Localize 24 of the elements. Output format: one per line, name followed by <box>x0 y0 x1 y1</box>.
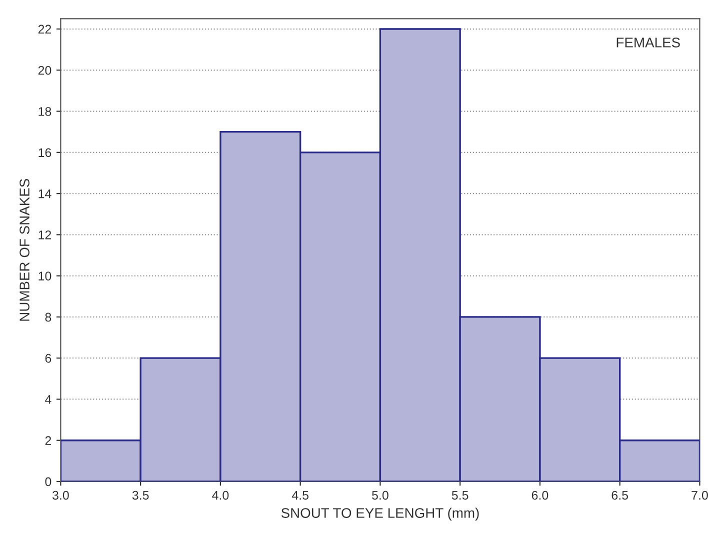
y-tick-label: 6 <box>45 354 52 363</box>
x-tick-label: 6.5 <box>612 490 628 500</box>
y-tick-label: 14 <box>38 189 52 198</box>
x-tick-label: 6.0 <box>532 490 548 500</box>
annotation: FEMALES <box>616 38 680 48</box>
y-tick-label: 2 <box>45 436 52 445</box>
y-tick-label: 10 <box>38 272 52 280</box>
x-tick-label: 3.0 <box>52 490 69 500</box>
x-tick-label: 3.5 <box>132 490 149 500</box>
y-tick-label: 16 <box>38 148 52 158</box>
x-tick-label: 5.5 <box>452 490 468 500</box>
y-tick-label: 22 <box>38 24 52 34</box>
y-axis-title: NUMBER OF SNAKES <box>20 178 30 321</box>
x-tick-label: 4.0 <box>212 490 229 500</box>
x-tick-label: 4.5 <box>292 490 308 500</box>
x-axis-title: SNOUT TO EYE LENGHT (mm) <box>281 508 479 521</box>
y-tick-label: 18 <box>38 107 52 116</box>
x-tick-label: 7.0 <box>692 490 708 500</box>
y-tick-label: 20 <box>38 66 52 75</box>
y-tick-label: 12 <box>38 230 52 240</box>
y-tick-label: 4 <box>45 395 52 404</box>
y-tick-label: 0 <box>45 477 52 486</box>
y-tick-label: 8 <box>45 312 52 322</box>
x-tick-label: 5.0 <box>372 490 388 500</box>
